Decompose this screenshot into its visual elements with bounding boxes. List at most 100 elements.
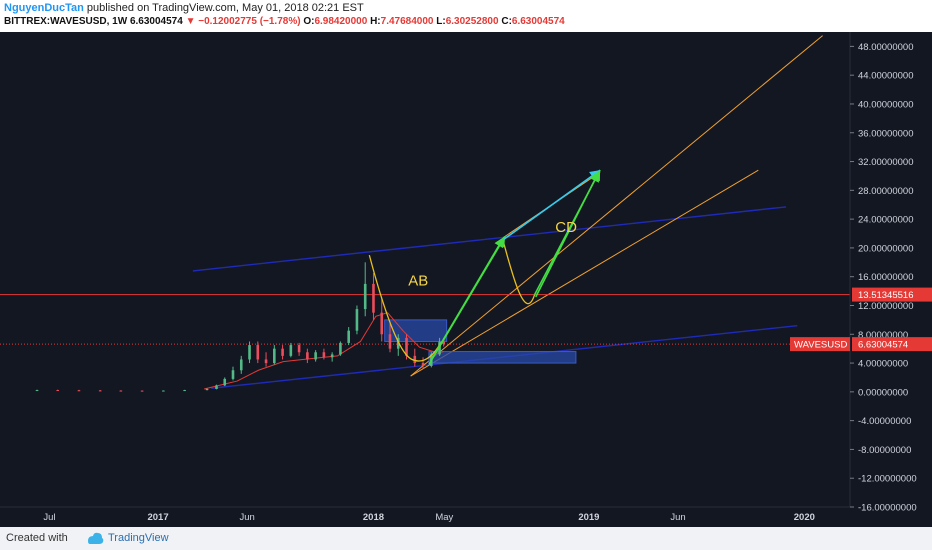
ab-arrow-outer-shaft bbox=[428, 235, 506, 365]
harmonic-curve-left bbox=[368, 254, 442, 362]
ab-arrow-outer bbox=[428, 235, 506, 365]
cd-arrow-outer-shaft bbox=[535, 171, 600, 298]
channel-upper-line bbox=[192, 206, 787, 272]
y-tick-label: 8.00000000 bbox=[858, 330, 908, 341]
level-price-tag-bg bbox=[852, 287, 932, 302]
resistance-zone bbox=[384, 319, 448, 342]
ohlc-legend: BITTREX:WAVESUSD, 1W 6.63004574 ▼ −0.120… bbox=[4, 16, 565, 27]
close-label: C: bbox=[501, 16, 512, 27]
y-tick-label: 48.00000000 bbox=[858, 42, 913, 53]
y-tick-label: 12.00000000 bbox=[858, 301, 913, 312]
candle-body bbox=[388, 334, 392, 349]
x-tick-label: 2020 bbox=[794, 512, 815, 523]
candle-body bbox=[306, 352, 309, 360]
y-tick-label: -8.00000000 bbox=[858, 445, 911, 456]
candle-body bbox=[231, 370, 235, 379]
candle-body bbox=[264, 359, 268, 364]
candle-body bbox=[205, 388, 209, 391]
price-axis[interactable]: 48.00000000 44.00000000 40.00000000 36.0000… bbox=[790, 32, 932, 527]
candle-body bbox=[363, 283, 367, 310]
current-price-tag: 6.63004574 bbox=[858, 340, 908, 351]
candle-body bbox=[239, 359, 243, 371]
x-tick-label: Jun bbox=[240, 512, 255, 523]
y-tick-label: 24.00000000 bbox=[858, 215, 913, 226]
chart-header: NguyenDucTan published on TradingView.co… bbox=[0, 0, 932, 32]
open-value: 6.98420000 bbox=[314, 16, 368, 27]
y-tick-label: 40.00000000 bbox=[858, 99, 913, 110]
tradingview-brand[interactable]: TradingView bbox=[108, 532, 169, 544]
candle-body bbox=[396, 337, 400, 349]
publish-info: NguyenDucTan published on TradingView.co… bbox=[4, 2, 364, 14]
x-tick-label: Jul bbox=[43, 512, 55, 523]
cd-arrow-outer-head bbox=[589, 171, 599, 183]
support-zone bbox=[428, 351, 577, 364]
low-value: 6.30252800 bbox=[445, 16, 499, 27]
candle-body bbox=[98, 390, 102, 392]
tradingview-logo-icon[interactable] bbox=[86, 531, 104, 550]
candle-body bbox=[56, 390, 60, 392]
candle-body bbox=[314, 352, 317, 360]
candle-body bbox=[339, 342, 342, 355]
harmonic-curve-right bbox=[502, 239, 536, 305]
symbol-tag-bg bbox=[790, 337, 850, 352]
low-label: L: bbox=[436, 16, 446, 27]
annotation-cd: CD bbox=[555, 219, 577, 236]
x-tick-label: May bbox=[435, 512, 453, 523]
price-axis-bg bbox=[850, 32, 932, 527]
drawings bbox=[0, 35, 850, 390]
x-tick-label: Jun bbox=[670, 512, 685, 523]
time-axis[interactable]: Jul 2017 Jun 2018 May 2019 Jun 2020 bbox=[0, 506, 850, 523]
open-label: O: bbox=[303, 16, 315, 27]
y-tick-label: 16.00000000 bbox=[858, 272, 913, 283]
x-tick-label: 2018 bbox=[363, 512, 384, 523]
candle-body bbox=[330, 354, 334, 358]
y-tick-label: 44.00000000 bbox=[858, 71, 913, 82]
candle-body bbox=[256, 345, 260, 360]
x-tick-label: 2019 bbox=[578, 512, 599, 523]
candle-body bbox=[140, 390, 144, 392]
y-tick-label: 0.00000000 bbox=[858, 387, 908, 398]
candle-body bbox=[347, 330, 350, 343]
candle-body bbox=[442, 341, 446, 345]
annotation-ab: AB bbox=[408, 272, 428, 289]
candle-body bbox=[215, 385, 218, 389]
arrow-drawings: AB CD bbox=[368, 169, 601, 365]
y-tick-label: 32.00000000 bbox=[858, 157, 913, 168]
candle-body bbox=[281, 348, 284, 356]
y-tick-label: 28.00000000 bbox=[858, 186, 913, 197]
price-chart[interactable]: AB CD 48.00000000 44.00000000 40.00000000 36… bbox=[0, 32, 932, 527]
candle-body bbox=[162, 390, 165, 392]
current-price-tag-bg bbox=[852, 337, 932, 352]
projection-upper-line bbox=[410, 35, 823, 377]
candle-body bbox=[421, 363, 425, 366]
created-with-text: Created with bbox=[6, 532, 68, 544]
chart-background bbox=[0, 32, 932, 527]
moving-average-line bbox=[203, 312, 444, 390]
candle-body bbox=[322, 352, 326, 358]
cd-arrow-outer bbox=[535, 171, 600, 298]
candle-body bbox=[380, 312, 384, 335]
candle-body bbox=[405, 337, 408, 356]
high-label: H: bbox=[370, 16, 381, 27]
published-text: published on TradingView.com, May 01, 20… bbox=[86, 2, 364, 14]
footer: Created with TradingView bbox=[0, 527, 932, 550]
high-value: 7.47684000 bbox=[380, 16, 434, 27]
candle-body bbox=[297, 345, 301, 353]
candle-body bbox=[355, 309, 359, 331]
y-tick-label: 4.00000000 bbox=[858, 359, 908, 370]
down-arrow-icon: ▼ bbox=[185, 16, 196, 27]
y-tick-label: -12.00000000 bbox=[858, 474, 917, 485]
bc-arrow-shaft bbox=[503, 169, 601, 240]
candle-body bbox=[77, 390, 81, 392]
candle-body bbox=[372, 283, 375, 313]
y-tick-label: -16.00000000 bbox=[858, 503, 917, 514]
candle-body bbox=[413, 355, 417, 364]
ab-arrow-outer-head bbox=[495, 236, 506, 248]
symbol-label[interactable]: BITTREX:WAVESUSD, 1W bbox=[4, 16, 128, 27]
projection-lower-line bbox=[410, 169, 759, 377]
y-tick-label: 36.00000000 bbox=[858, 128, 913, 139]
price-change: −0.12002775 (−1.78%) bbox=[198, 16, 301, 27]
author-link[interactable]: NguyenDucTan bbox=[4, 2, 84, 14]
symbol-tag: WAVESUSD bbox=[794, 340, 847, 351]
y-tick-label: 20.00000000 bbox=[858, 243, 913, 254]
